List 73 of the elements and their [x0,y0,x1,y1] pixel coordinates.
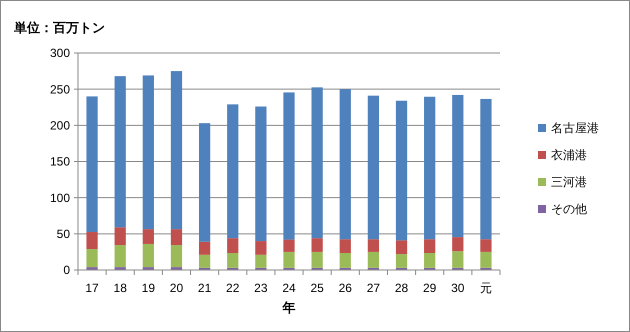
x-tick-label: 28 [394,281,409,295]
bar [255,241,266,255]
bar [396,254,408,268]
x-tick-label: 24 [282,281,296,295]
bar [170,245,182,268]
bar [198,242,210,255]
x-tick-label: 18 [114,281,128,295]
bar [86,96,98,232]
bar [86,249,98,268]
x-tick-label: 25 [310,281,324,295]
x-tick-label: 22 [226,281,240,295]
y-tick-label: 200 [50,118,70,133]
y-tick-label: 150 [50,154,70,169]
legend-label: 名古屋港 [551,121,599,136]
x-tick-label: 17 [85,281,100,295]
bar [283,92,295,240]
x-tick-label: 27 [366,281,380,295]
legend-label: 衣浦港 [551,148,587,162]
bar [170,229,182,246]
bar [86,232,98,250]
x-tick-label: 21 [198,281,212,295]
bar [424,239,436,253]
bar [368,239,380,252]
bar [227,253,238,268]
bar [480,239,492,252]
x-tick-label: 29 [422,281,437,295]
legend-label: その他 [551,202,587,216]
bar [452,94,464,238]
bar [142,229,154,244]
bar [255,254,266,268]
y-tick-label: 100 [50,190,70,205]
y-tick-label: 0 [63,263,70,278]
bar [480,98,492,240]
bar [452,251,464,268]
bar [368,96,380,240]
bar [255,106,266,242]
x-tick-label: 30 [451,281,465,295]
bar [396,240,408,254]
x-tick-label: 26 [338,281,352,295]
y-tick-label: 50 [56,227,70,242]
legend-label: 三河港 [551,175,587,190]
x-axis-title: 年 [282,300,296,315]
bar [312,252,323,268]
bar [396,100,408,240]
bar [480,252,492,268]
bar [312,238,323,252]
bar [227,238,238,253]
bar [283,240,295,252]
bar [368,252,380,268]
bar [452,237,464,252]
bar [340,239,351,253]
bar [340,89,351,240]
bar [283,252,295,268]
x-tick-label: 23 [254,281,268,295]
bar [198,254,210,268]
x-tick-label: 19 [142,281,156,295]
bar [142,75,154,230]
chart-title: 単位：百万トン [13,20,105,35]
bar [227,104,238,238]
y-tick-label: 250 [50,82,70,96]
bar [142,244,154,268]
bar [114,245,126,268]
x-tick-label: 元 [480,281,492,295]
bar [114,76,126,228]
x-tick-label: 20 [170,281,184,295]
bar [340,253,351,268]
bar [170,71,182,230]
bar [198,123,210,242]
bar [424,253,436,268]
bar [424,96,436,240]
y-tick-label: 300 [50,46,70,60]
bar [114,227,126,246]
bar [312,87,323,238]
